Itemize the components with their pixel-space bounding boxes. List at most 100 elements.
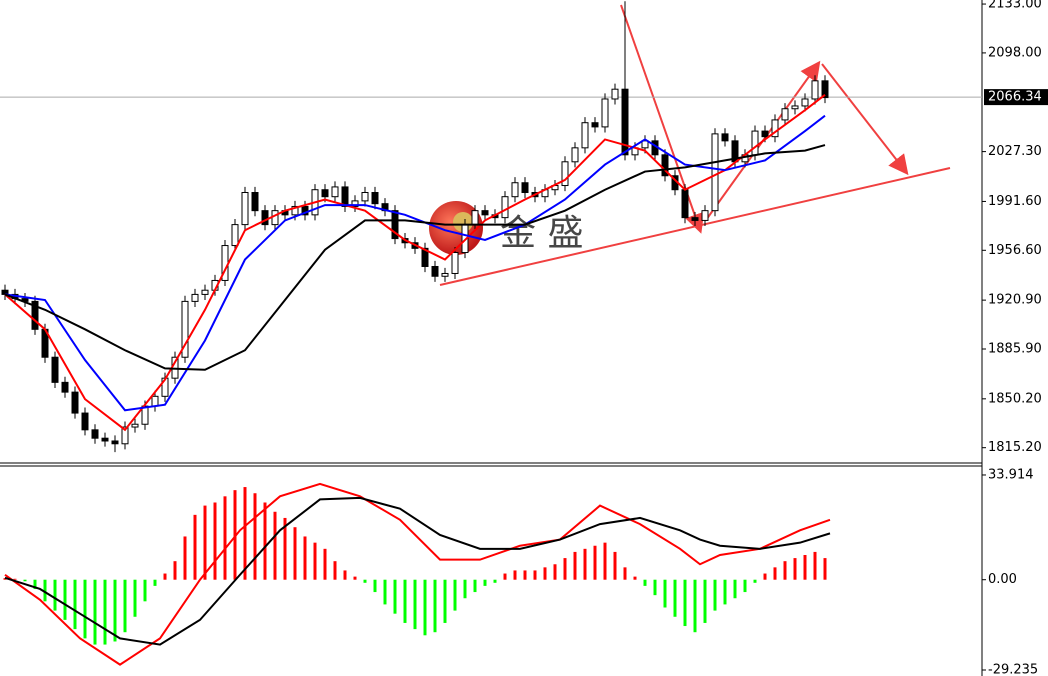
candle-body bbox=[791, 105, 799, 110]
histogram-bar bbox=[363, 579, 367, 583]
histogram-bar bbox=[373, 579, 377, 593]
histogram-bar bbox=[533, 570, 537, 580]
candle-body bbox=[581, 122, 589, 149]
candle-body bbox=[811, 80, 819, 100]
histogram-bar bbox=[643, 579, 647, 586]
candle-body bbox=[231, 224, 239, 247]
candle-body bbox=[761, 130, 769, 138]
histogram-bar bbox=[603, 542, 607, 580]
y-tick-label: 2027.30 bbox=[988, 144, 1042, 159]
line-series bbox=[4, 93, 826, 432]
candle-body bbox=[751, 130, 759, 156]
candle-body bbox=[451, 252, 459, 274]
candle-body bbox=[251, 192, 259, 212]
histogram-bar bbox=[313, 542, 317, 580]
histogram-bar bbox=[583, 548, 587, 580]
candle-body bbox=[111, 440, 119, 445]
candle-body bbox=[571, 147, 579, 163]
candle-body bbox=[711, 133, 719, 212]
y-tick-label: 2098.00 bbox=[988, 45, 1042, 60]
histogram-bar bbox=[73, 579, 77, 630]
candle-body bbox=[261, 210, 269, 226]
candle-body bbox=[91, 429, 99, 439]
histogram-bar bbox=[473, 579, 477, 593]
histogram-bar bbox=[83, 579, 87, 639]
histogram-bar bbox=[753, 579, 757, 583]
candle-body bbox=[591, 122, 599, 128]
histogram-bar bbox=[663, 579, 667, 608]
histogram-bar bbox=[123, 579, 127, 633]
histogram-bar bbox=[253, 493, 257, 580]
histogram-bar bbox=[43, 579, 47, 602]
histogram-bar bbox=[283, 517, 287, 580]
candle-body bbox=[331, 186, 339, 198]
histogram-bar bbox=[423, 579, 427, 636]
candle-body bbox=[371, 192, 379, 205]
histogram-bar bbox=[333, 561, 337, 580]
y-tick-label: 1885.90 bbox=[988, 341, 1042, 356]
histogram-bar bbox=[563, 558, 567, 580]
candle-body bbox=[351, 200, 359, 207]
candle-body bbox=[131, 423, 139, 428]
line-series bbox=[4, 144, 826, 371]
candle-body bbox=[661, 154, 669, 177]
candle-body bbox=[201, 289, 209, 295]
candle-body bbox=[31, 300, 39, 330]
histogram-bar bbox=[813, 551, 817, 580]
histogram-bar bbox=[183, 536, 187, 580]
histogram-bar bbox=[653, 579, 657, 596]
histogram-bar bbox=[763, 573, 767, 580]
candle-body bbox=[191, 293, 199, 302]
candle-body bbox=[691, 217, 699, 221]
histogram-bar bbox=[703, 579, 707, 623]
histogram-bar bbox=[263, 502, 267, 580]
histogram-bar bbox=[413, 579, 417, 630]
histogram-bar bbox=[243, 487, 247, 580]
histogram-bar bbox=[143, 579, 147, 602]
candle-body bbox=[241, 192, 249, 226]
last-price-label: 2066.34 bbox=[988, 90, 1042, 105]
y-tick-label: 1956.60 bbox=[988, 243, 1042, 258]
candle-body bbox=[481, 210, 489, 216]
histogram-bar bbox=[303, 536, 307, 580]
candle-body bbox=[521, 182, 529, 194]
candle-body bbox=[801, 98, 809, 107]
candle-body bbox=[441, 272, 449, 277]
histogram-bar bbox=[483, 579, 487, 586]
candle-body bbox=[781, 108, 789, 121]
candle-body bbox=[81, 412, 89, 431]
candle-body bbox=[601, 98, 609, 128]
histogram-bar bbox=[493, 579, 497, 583]
candle-body bbox=[511, 182, 519, 198]
candle-body bbox=[621, 88, 629, 156]
candle-body bbox=[421, 247, 429, 267]
histogram-bar bbox=[153, 579, 157, 586]
histogram-bar bbox=[623, 567, 627, 580]
candle-body bbox=[121, 426, 129, 445]
candle-body bbox=[701, 210, 709, 221]
candle-body bbox=[471, 210, 479, 226]
candle-body bbox=[681, 189, 689, 219]
histogram-bar bbox=[723, 579, 727, 605]
candle-body bbox=[821, 80, 829, 99]
histogram-bar bbox=[163, 573, 167, 580]
histogram-bar bbox=[63, 579, 67, 620]
histogram-bar bbox=[403, 579, 407, 623]
candle-body bbox=[291, 205, 299, 216]
histogram-bar bbox=[213, 502, 217, 580]
y-tick-label: 0.00 bbox=[988, 572, 1017, 587]
histogram-bar bbox=[223, 496, 227, 580]
candle-body bbox=[771, 119, 779, 138]
y-tick-label: 33.914 bbox=[988, 467, 1034, 482]
logo: 金 盛 bbox=[429, 201, 583, 255]
y-tick-label: -29.235 bbox=[988, 662, 1038, 676]
histogram-bar bbox=[743, 579, 747, 593]
histogram-bar bbox=[203, 505, 207, 580]
histogram-bar bbox=[783, 561, 787, 580]
y-tick-label: 1850.20 bbox=[988, 391, 1042, 406]
histogram-bar bbox=[523, 570, 527, 580]
histogram-bar bbox=[13, 578, 17, 580]
histogram-bar bbox=[573, 551, 577, 580]
histogram-bar bbox=[593, 545, 597, 580]
candle-body bbox=[641, 140, 649, 149]
